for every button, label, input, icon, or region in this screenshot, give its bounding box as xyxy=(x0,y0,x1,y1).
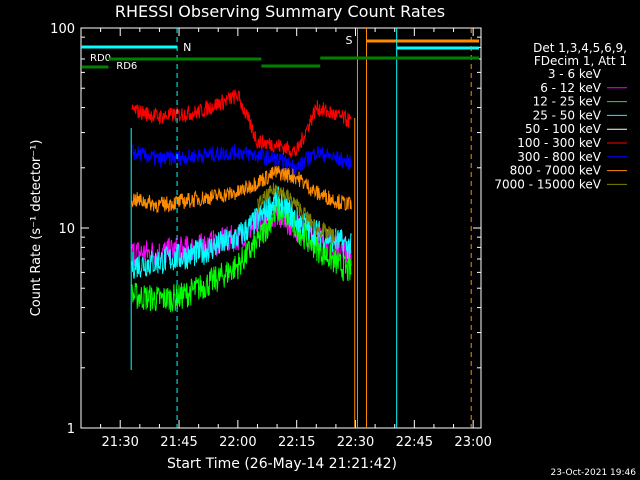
x-tick-label: 23:00 xyxy=(454,435,491,450)
series-line xyxy=(131,186,352,279)
rd0-label: RD0 xyxy=(90,53,111,64)
legend-entry-label: 12 - 25 keV xyxy=(533,95,602,109)
series-line xyxy=(131,196,352,313)
x-tick-label: 22:00 xyxy=(219,435,256,450)
x-tick-label: 21:45 xyxy=(160,435,197,450)
series-line xyxy=(257,182,337,243)
legend-entry-label: 3 - 6 keV xyxy=(548,67,602,81)
x-axis-label: Start Time (26-May-14 21:21:42) xyxy=(167,456,397,472)
legend-entry-label: 50 - 100 keV xyxy=(525,122,602,136)
legend-entry-label: 25 - 50 keV xyxy=(533,108,602,122)
axes: 21:30 21:45 22:00 22:15 22:30 22:45 23:00 1 10 10… xyxy=(50,22,492,450)
x-tick-label: 22:15 xyxy=(278,435,315,450)
y-tick-label: 100 xyxy=(50,22,75,37)
legend-title-line: FDecim 1, Att 1 xyxy=(534,54,627,68)
y-tick-label: 1 xyxy=(67,422,75,437)
legend-entry-label: 300 - 800 keV xyxy=(517,150,601,164)
x-tick-label: 21:30 xyxy=(101,435,138,450)
rd6-label: RD6 xyxy=(116,61,137,72)
legend: Det 1,3,4,5,6,9,FDecim 1, Att 13 - 6 keV… xyxy=(494,41,627,191)
legend-entry-label: 7000 - 15000 keV xyxy=(494,177,601,191)
footer-timestamp: 23-Oct-2021 19:46 xyxy=(551,468,637,478)
x-tick-label: 22:45 xyxy=(396,435,433,450)
y-tick-label: 10 xyxy=(58,222,75,237)
chart-title: RHESSI Observing Summary Count Rates xyxy=(115,2,445,21)
x-tick-label: 22:30 xyxy=(337,435,374,450)
series-line xyxy=(131,165,352,214)
series-line xyxy=(131,115,352,141)
saa-label: S xyxy=(345,34,352,47)
legend-entry-label: 100 - 300 keV xyxy=(517,136,601,150)
series-line xyxy=(131,144,352,176)
night-label: N xyxy=(183,41,191,54)
y-axis-label: Count Rate (s⁻¹ detector⁻¹) xyxy=(29,140,44,317)
legend-title-line: Det 1,3,4,5,6,9, xyxy=(533,41,627,55)
plot-frame xyxy=(80,27,482,429)
legend-entry-label: 6 - 12 keV xyxy=(540,81,602,95)
legend-entry-label: 800 - 7000 keV xyxy=(510,164,602,178)
series-line xyxy=(131,89,352,159)
chart-marks: N S RD0 RD6 xyxy=(81,28,479,428)
